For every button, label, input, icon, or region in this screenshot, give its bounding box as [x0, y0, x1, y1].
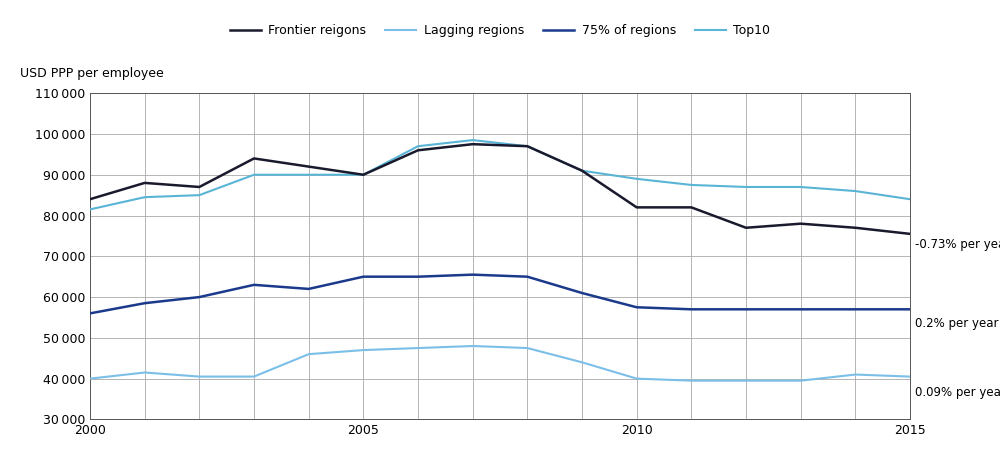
Text: USD PPP per employee: USD PPP per employee [20, 67, 164, 80]
Text: 0.09% per year: 0.09% per year [915, 386, 1000, 399]
Text: 0.2% per year: 0.2% per year [915, 317, 999, 330]
Legend: Frontier reigons, Lagging regions, 75% of regions, Top10: Frontier reigons, Lagging regions, 75% o… [230, 24, 770, 37]
Text: -0.73% per year: -0.73% per year [915, 238, 1000, 251]
